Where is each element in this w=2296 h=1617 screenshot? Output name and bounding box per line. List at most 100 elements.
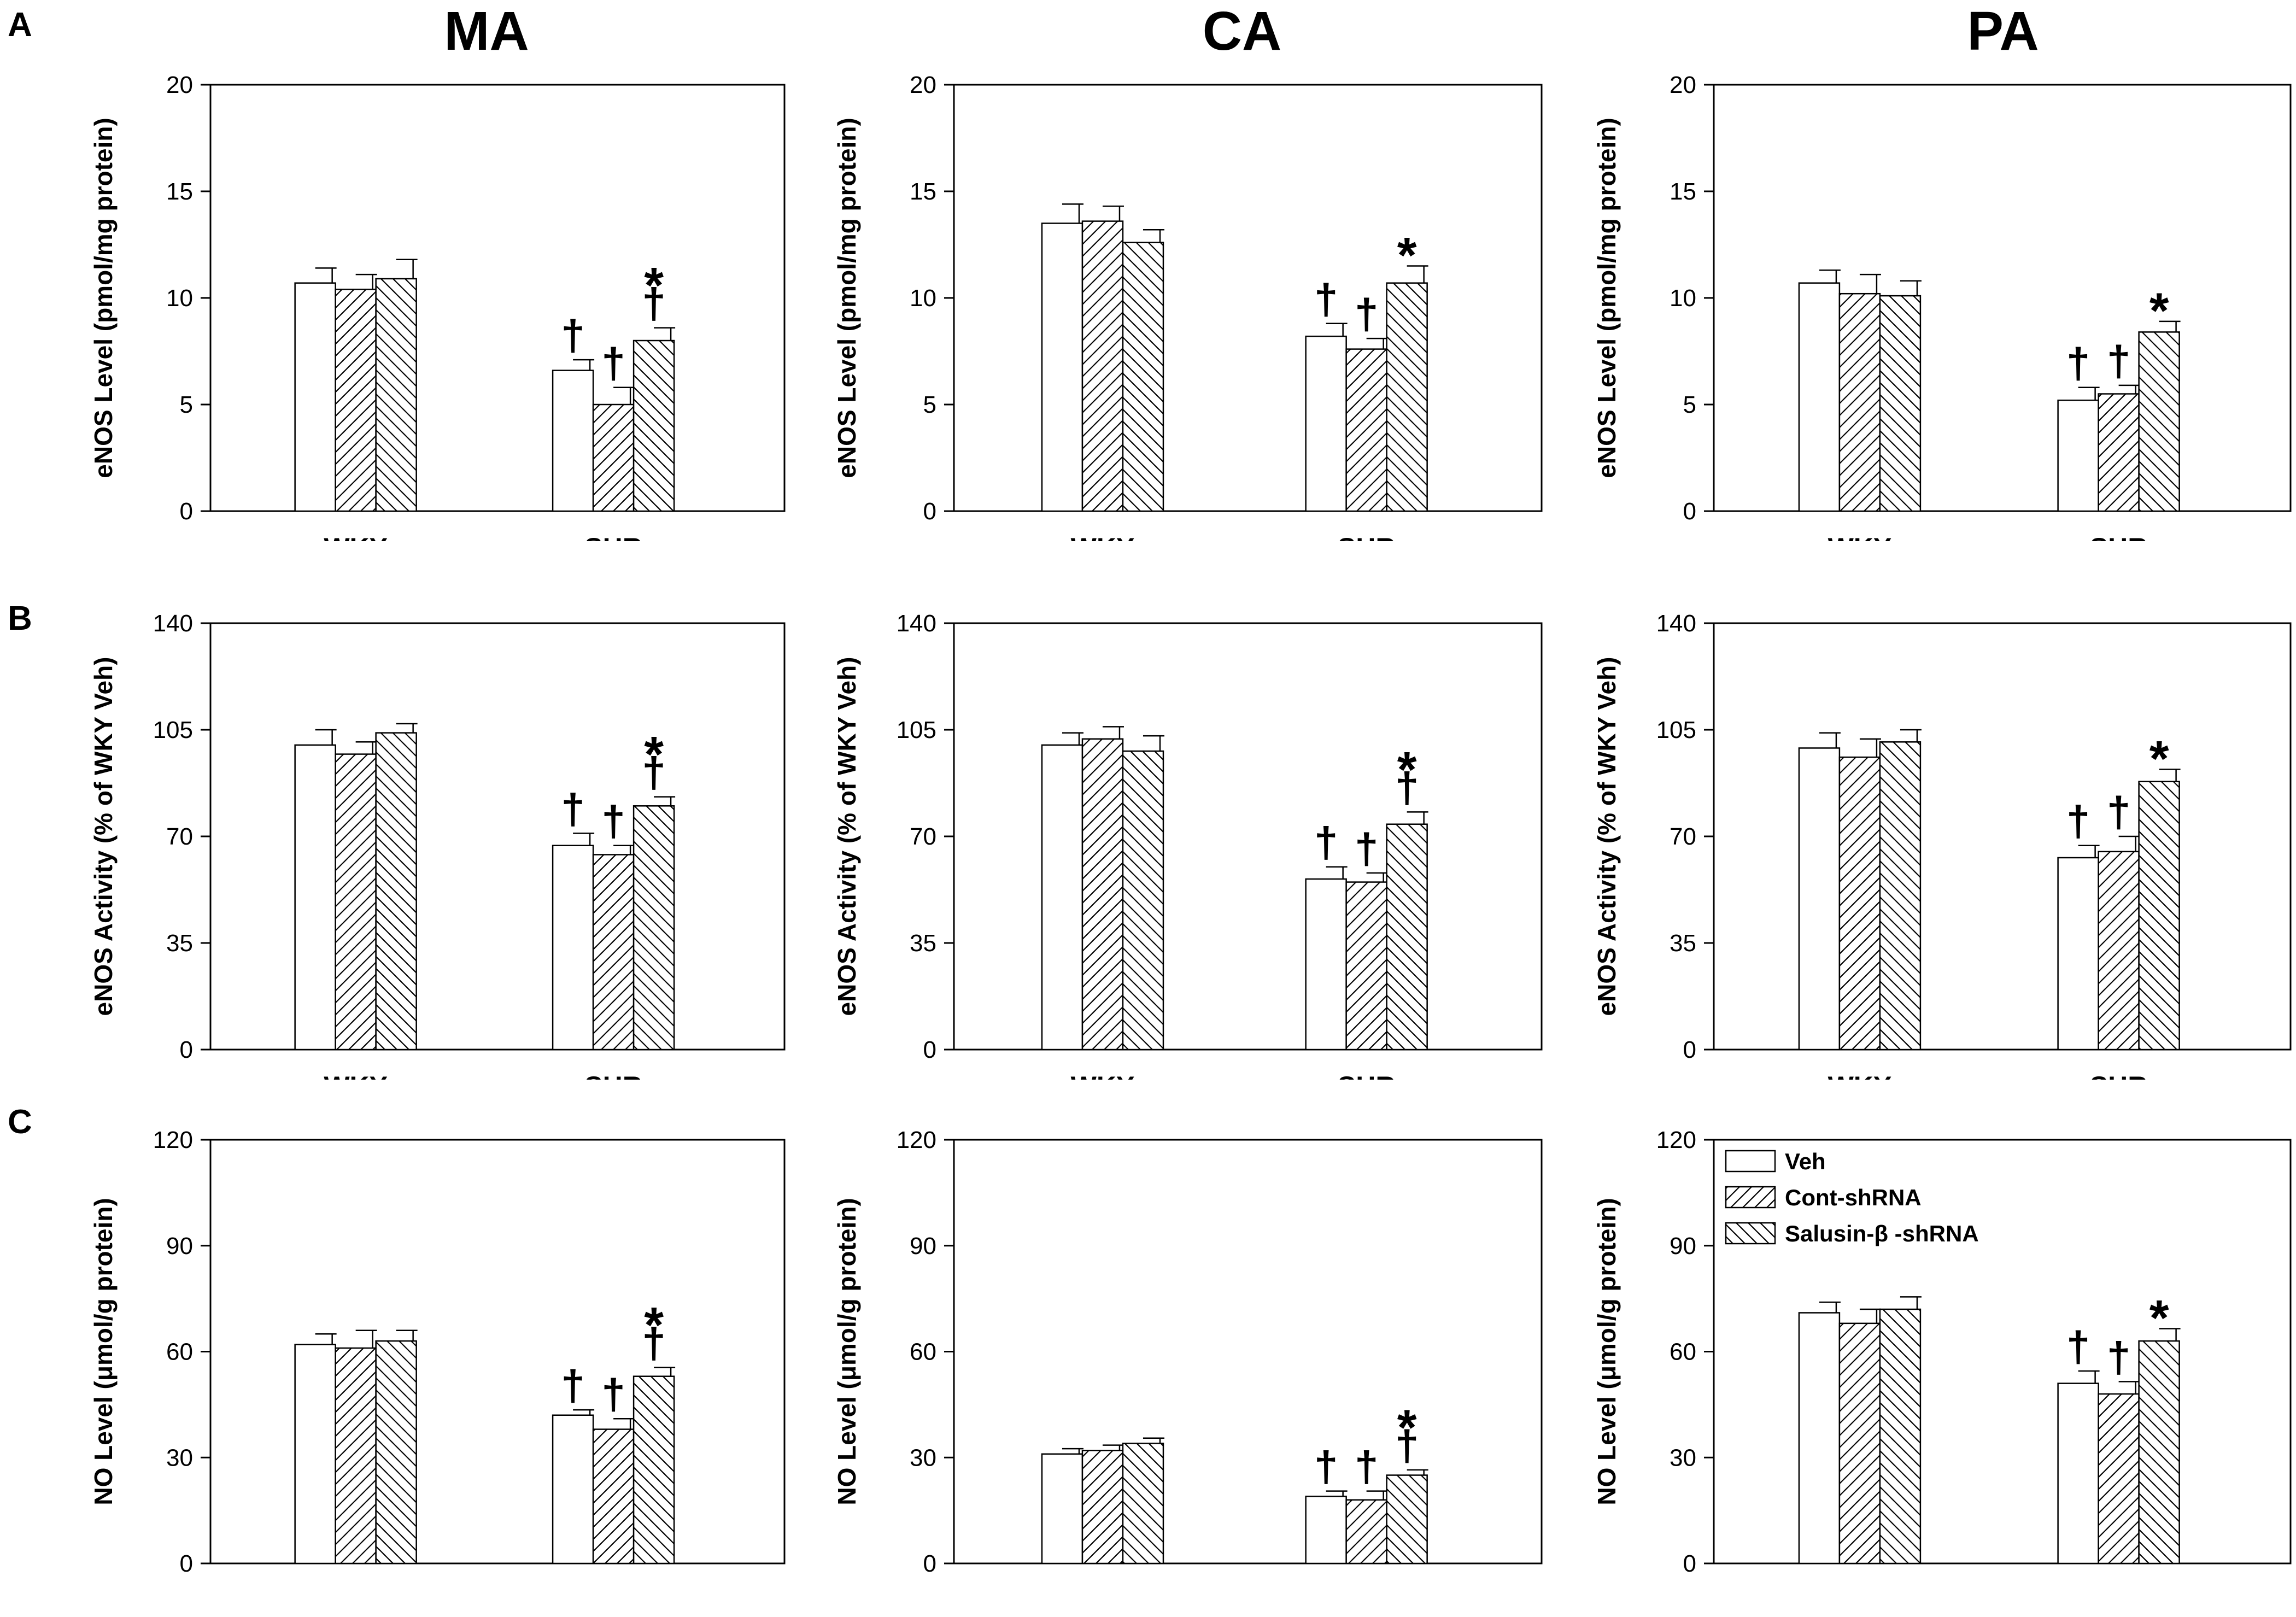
y-tick-label: 90 <box>166 1233 193 1259</box>
legend-swatch-salusin-shrna <box>1725 1222 1776 1245</box>
bar-shr-veh <box>552 1414 594 1565</box>
x-category-label: WKY <box>324 532 388 541</box>
bar-shr-salusin-shrna <box>2138 331 2180 512</box>
x-category-label: WKY <box>1071 532 1135 541</box>
y-tick-label: 10 <box>1670 285 1696 312</box>
bar-shr-cont-shrna <box>592 1428 635 1565</box>
chart-panel: 0 5 10 15 20 eNOS Level (pmol/mg protein) WKY S… <box>833 72 1543 541</box>
y-tick-label: 0 <box>1683 1036 1696 1063</box>
y-tick-label: 0 <box>923 1036 936 1063</box>
column-title-ca: CA <box>1202 1 1282 62</box>
chart-panel: 0 5 10 15 20 eNOS Level (pmol/mg protein) WKY S… <box>1592 72 2292 541</box>
column-title-ma: MA <box>444 1 529 62</box>
bar-shr-veh <box>1305 335 1347 512</box>
dagger-mark: † <box>561 311 584 359</box>
chart-panel: 0 5 10 15 20 eNOS Level (pmol/mg protein) WKY S… <box>89 72 786 541</box>
x-category-label: SHR <box>1338 1071 1396 1080</box>
bar-wky-veh <box>1041 1453 1083 1565</box>
dagger-mark: † <box>2107 1333 2130 1381</box>
bar-shr-veh <box>1305 878 1347 1051</box>
asterisk-mark: * <box>2149 731 2169 787</box>
bar-wky-salusin-shrna <box>1122 1443 1164 1565</box>
dagger-mark: † <box>1355 824 1378 872</box>
y-tick-label: 140 <box>153 610 193 637</box>
y-tick-label: 5 <box>180 391 193 418</box>
y-tick-label: 10 <box>910 285 936 312</box>
y-axis-label: eNOS Activity (% of WKY Veh) <box>1592 657 1621 1016</box>
y-tick-label: 0 <box>923 498 936 525</box>
dagger-mark: † <box>2066 1322 2090 1370</box>
y-tick-label: 70 <box>910 823 936 850</box>
y-axis-label: eNOS Level (pmol/mg protein) <box>833 118 861 478</box>
bar-wky-veh <box>1798 282 1841 512</box>
dagger-mark: † <box>561 784 584 833</box>
y-tick-label: 140 <box>1656 610 1696 637</box>
y-axis-label: NO Level (μmol/g protein) <box>833 1198 861 1505</box>
asterisk-mark: * <box>644 258 664 314</box>
dagger-mark: † <box>601 797 625 845</box>
y-tick-label: 0 <box>1683 1550 1696 1577</box>
bar-wky-salusin-shrna <box>1122 242 1164 512</box>
y-tick-label: 105 <box>1656 717 1696 743</box>
bar-shr-salusin-shrna <box>1386 823 1428 1051</box>
chart-panel: 0 35 70 105 140 eNOS Activity (% of WKY Veh) W… <box>1592 610 2292 1080</box>
bar-wky-cont-shrna <box>335 289 377 512</box>
x-category-label: SHR <box>584 532 642 541</box>
y-tick-label: 0 <box>1683 498 1696 525</box>
bar-shr-veh <box>2057 399 2099 512</box>
dagger-mark: † <box>601 1370 625 1418</box>
legend-swatch-veh <box>1725 1150 1776 1173</box>
y-tick-label: 105 <box>153 717 193 743</box>
y-tick-label: 5 <box>923 391 936 418</box>
y-tick-label: 35 <box>1670 930 1696 957</box>
y-tick-label: 30 <box>1670 1444 1696 1471</box>
bar-shr-salusin-shrna <box>1386 1474 1428 1565</box>
chart-panel: 0 35 70 105 140 eNOS Activity (% of WKY Veh) W… <box>89 610 786 1080</box>
y-tick-label: 120 <box>153 1127 193 1153</box>
bar-wky-cont-shrna <box>1838 756 1881 1051</box>
asterisk-mark: * <box>1397 228 1417 284</box>
y-tick-label: 70 <box>166 823 193 850</box>
bar-wky-salusin-shrna <box>375 732 417 1051</box>
bar-wky-salusin-shrna <box>1879 741 1922 1051</box>
y-tick-label: 30 <box>910 1444 936 1471</box>
dagger-mark: † <box>1395 1421 1419 1469</box>
bar-shr-veh <box>552 370 594 512</box>
x-category-label: SHR <box>584 1071 642 1080</box>
bar-shr-salusin-shrna <box>632 339 675 512</box>
bar-wky-cont-shrna <box>1838 292 1881 512</box>
y-tick-label: 90 <box>1670 1233 1696 1259</box>
x-category-label: WKY <box>1071 1071 1135 1080</box>
y-tick-label: 15 <box>910 178 936 205</box>
column-title-pa: PA <box>1967 1 2039 62</box>
bar-wky-veh <box>294 282 336 512</box>
legend-label: Veh <box>1785 1149 1826 1174</box>
x-category-label: WKY <box>1828 1071 1892 1080</box>
y-tick-label: 15 <box>1670 178 1696 205</box>
y-tick-label: 20 <box>166 72 193 98</box>
dagger-mark: † <box>2066 797 2090 845</box>
y-tick-label: 60 <box>166 1339 193 1366</box>
bar-wky-veh <box>1041 222 1083 512</box>
y-axis-label: NO Level (μmol/g protein) <box>89 1198 118 1505</box>
y-tick-label: 60 <box>910 1339 936 1366</box>
x-category-label: SHR <box>2090 532 2148 541</box>
dagger-mark: † <box>1395 763 1419 811</box>
y-axis-label: NO Level (μmol/g protein) <box>1592 1198 1621 1505</box>
y-tick-label: 90 <box>910 1233 936 1259</box>
y-tick-label: 35 <box>166 930 193 957</box>
bar-shr-cont-shrna <box>1345 1499 1387 1565</box>
y-tick-label: 10 <box>166 285 193 312</box>
bar-shr-cont-shrna <box>592 854 635 1051</box>
asterisk-mark: * <box>1397 742 1417 798</box>
y-tick-label: 15 <box>166 178 193 205</box>
bar-wky-salusin-shrna <box>1122 750 1164 1051</box>
bar-wky-veh <box>294 1344 336 1565</box>
bar-shr-cont-shrna <box>2098 1393 2140 1565</box>
x-category-label: WKY <box>324 1071 388 1080</box>
bar-shr-cont-shrna <box>1345 881 1387 1051</box>
dagger-mark: † <box>601 339 625 387</box>
